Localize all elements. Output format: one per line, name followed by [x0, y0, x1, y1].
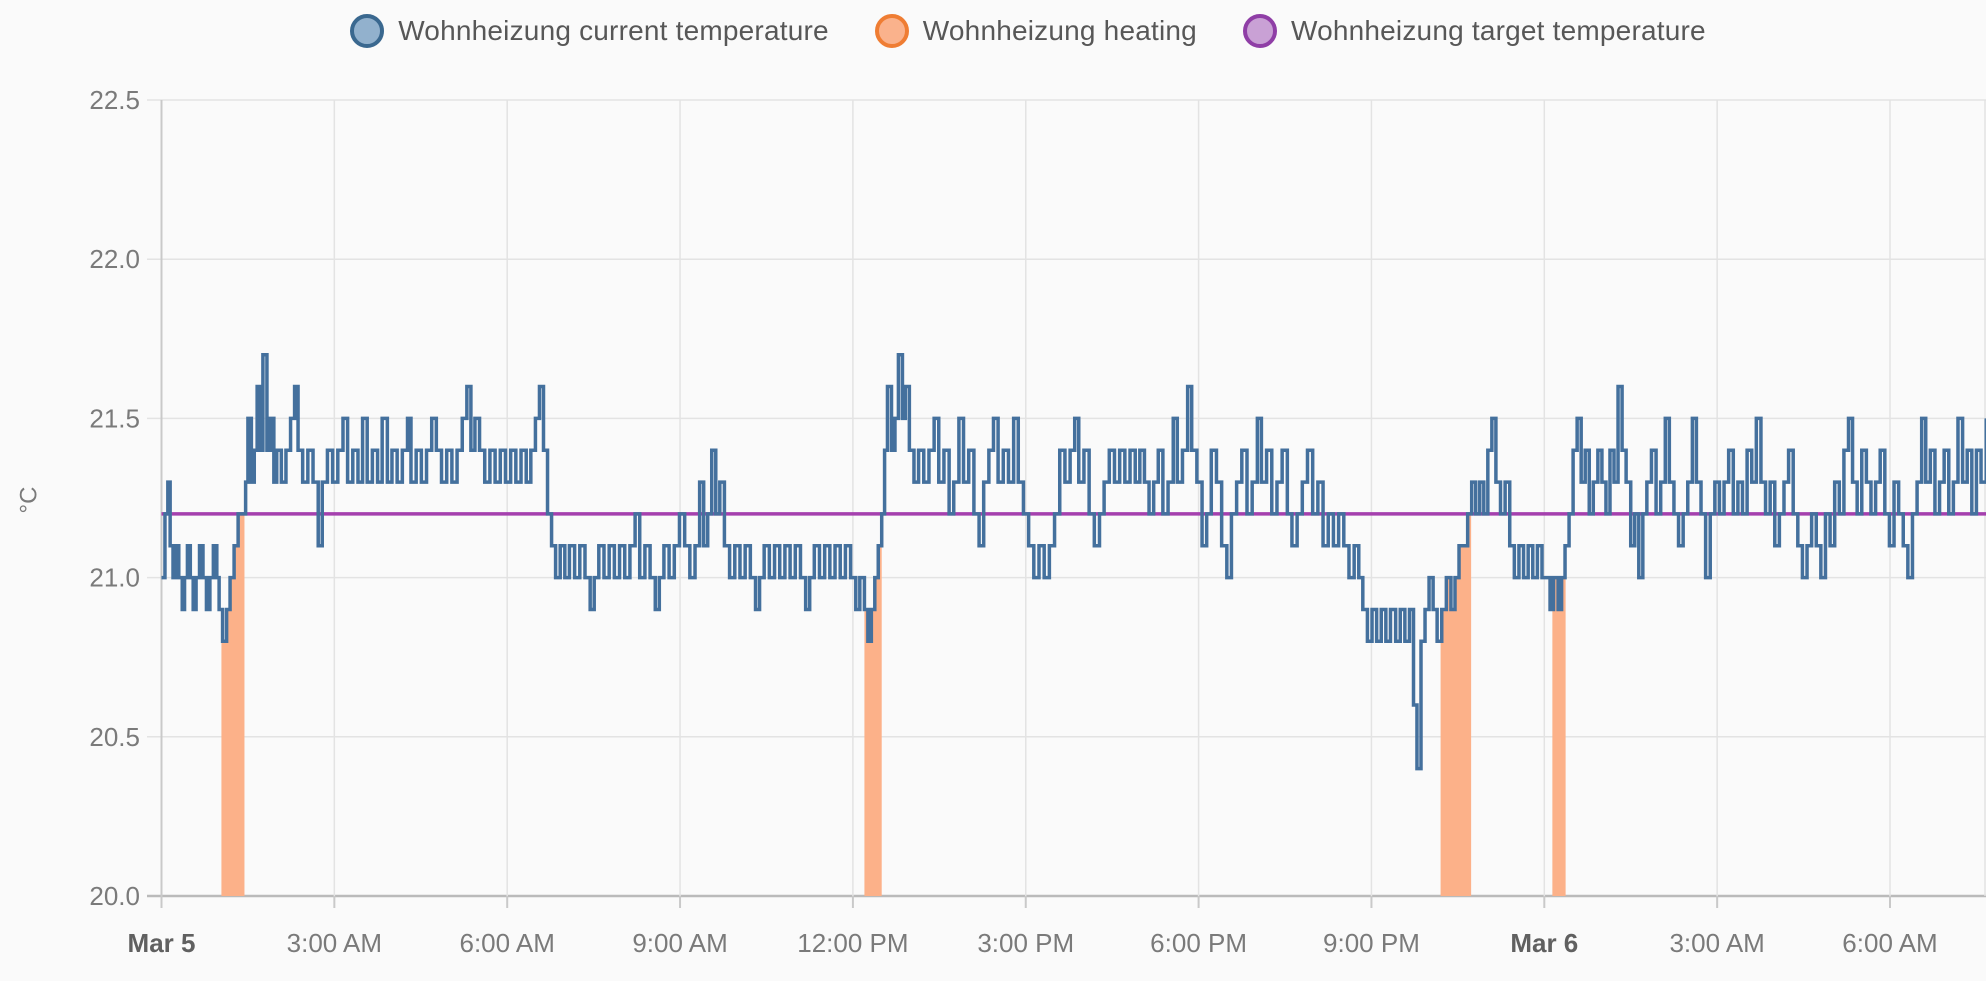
y-gridlines	[147, 99, 1986, 898]
y-tick-label: 20.5	[89, 722, 140, 752]
x-tick-label: 6:00 PM	[1150, 928, 1247, 958]
x-gridlines	[160, 100, 1986, 908]
x-tick-date-label: Mar 6	[1510, 928, 1578, 958]
y-tick-label: 21.5	[89, 403, 140, 433]
heating-legend-marker-icon	[874, 14, 909, 48]
x-tick-label: 9:00 PM	[1323, 928, 1420, 958]
current-temperature-legend-marker-icon	[350, 14, 385, 48]
legend-label: Wohnheizung heating	[922, 15, 1197, 46]
y-tick-label: 22.0	[89, 244, 140, 274]
x-axis-labels: Mar 5 3:00 AM 6:00 AM 9:00 AM 12:00 PM 3:00 P…	[128, 928, 1938, 958]
x-tick-label: 6:00 AM	[1842, 928, 1937, 958]
y-tick-label: 22.5	[89, 85, 140, 115]
current-temperature-line	[161, 352, 1986, 771]
legend-item-heating[interactable]: Wohnheizung heating	[874, 14, 1197, 48]
x-tick-label: 3:00 AM	[1669, 928, 1764, 958]
x-tick-label: 12:00 PM	[797, 928, 908, 958]
x-tick-label: 3:00 PM	[977, 928, 1074, 958]
heating-series-area	[221, 513, 1566, 896]
legend-item-current-temperature[interactable]: Wohnheizung current temperature	[350, 14, 829, 48]
y-axis-unit-label: °C	[15, 486, 43, 514]
legend-item-target-temperature[interactable]: Wohnheizung target temperature	[1242, 14, 1706, 48]
x-tick-label: 3:00 AM	[287, 928, 382, 958]
legend-label: Wohnheizung target temperature	[1290, 15, 1706, 46]
y-axis-labels: 20.0 20.5 21.0 21.5 22.0 22.5	[89, 85, 140, 911]
x-tick-date-label: Mar 5	[128, 928, 196, 958]
legend-label: Wohnheizung current temperature	[398, 15, 829, 46]
target-temperature-legend-marker-icon	[1242, 14, 1277, 48]
y-tick-label: 21.0	[89, 563, 140, 593]
x-tick-label: 9:00 AM	[632, 928, 727, 958]
x-tick-label: 6:00 AM	[459, 928, 554, 958]
chart-legend: Wohnheizung current temperature Wohnheiz…	[0, 14, 1986, 48]
y-tick-label: 20.0	[89, 881, 140, 911]
